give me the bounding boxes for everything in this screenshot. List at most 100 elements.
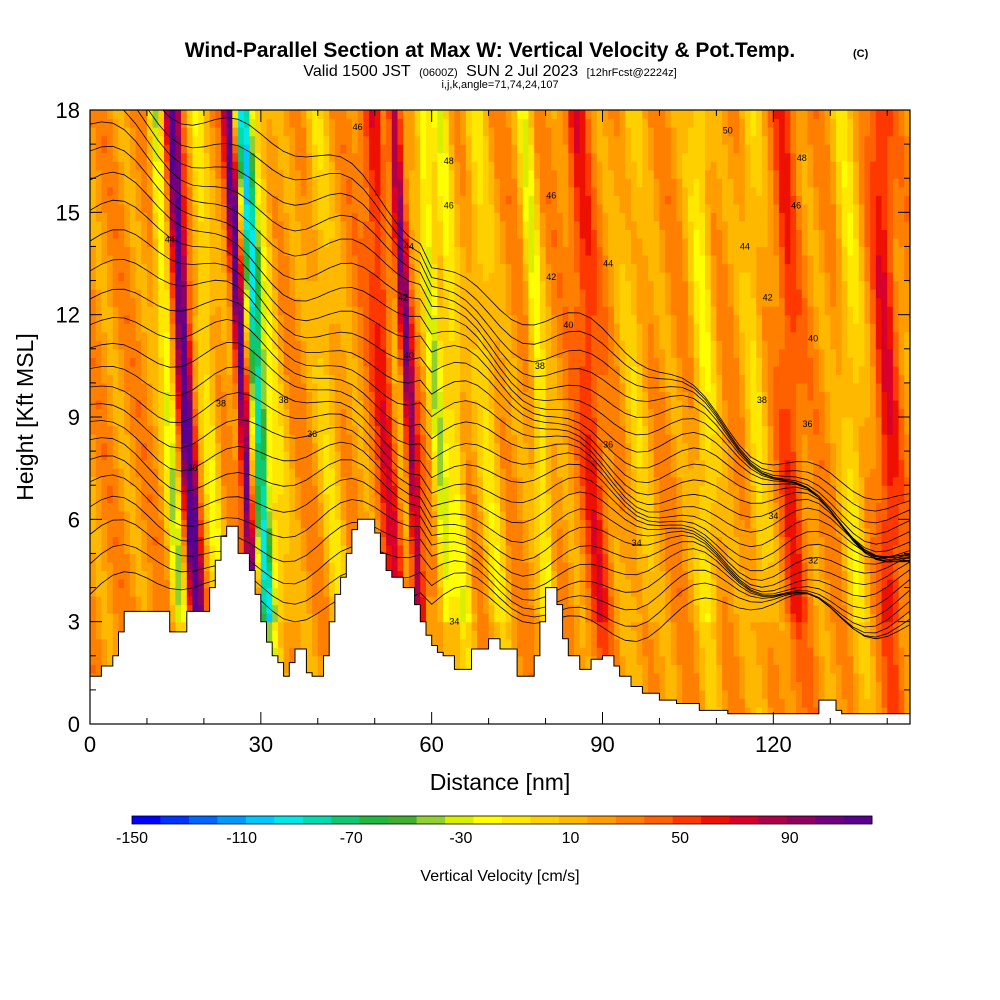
contour-label: 40 [563,320,573,330]
colorbar-swatch [445,816,474,824]
contour-label: 34 [632,538,642,548]
theta-contour-line [90,121,910,545]
colorbar [131,815,873,825]
colorbar-swatch [672,816,702,824]
contour-label: 42 [546,272,556,282]
contour-label: 46 [353,122,363,132]
colorbar-swatch [160,816,190,824]
colorbar-tick-label: 10 [562,830,580,847]
colorbar-tick-label: -110 [226,830,257,847]
contour-label: 46 [791,201,801,211]
colorbar-frame [131,815,873,825]
contour-label: 34 [449,617,459,627]
theta-contour-line [90,365,910,561]
x-tick-label: 30 [249,732,273,757]
colorbar-swatch [302,816,332,824]
colorbar-swatch [473,816,503,824]
theta-contour-line [122,110,910,535]
colorbar-tick-label: 50 [671,830,689,847]
plot-area [90,110,910,724]
colorbar-swatch [815,816,844,824]
contour-label: 48 [797,153,807,163]
y-tick-label: 6 [68,507,80,532]
colorbar-label: Vertical Velocity [cm/s] [420,868,579,885]
colorbar-swatch [388,816,418,824]
y-tick-label: 18 [56,98,80,123]
y-tick-label: 0 [68,712,80,737]
contour-label: 38 [279,395,289,405]
x-axis: 0 30 60 90 120 [84,110,888,757]
colorbar-swatch [558,816,588,824]
theta-contour-line [90,229,910,563]
colorbar-swatch [701,816,731,824]
contour-label: 36 [603,439,613,449]
contour-label: 42 [398,293,408,303]
x-tick-label: 90 [590,732,614,757]
theta-contour-line [136,110,910,524]
subtitle-utc: (0600Z) [419,67,458,79]
colorbar-swatch [359,816,389,824]
y-tick-label: 3 [68,610,80,635]
colorbar-swatch [217,816,247,824]
contour-label: 38 [216,398,226,408]
subtitle-fcst: [12hrFcst@2224z] [587,67,677,79]
colorbar-swatch [615,816,645,824]
contour-label: 36 [802,419,812,429]
theta-contour-line [90,474,910,620]
theta-contour-line [90,259,910,563]
colorbar-swatch [786,816,816,824]
contour-label: 38 [535,361,545,371]
theta-contour-line [90,437,910,598]
contour-label: 32 [808,555,818,565]
contour-label: 34 [768,511,778,521]
colorbar-swatch [245,816,275,824]
y-axis-label: Height [Kft MSL] [12,333,38,500]
chart-subtitle-2: i,j,k,angle=71,74,24,107 [441,79,558,91]
colorbar-swatch [729,816,759,824]
colorbar-tick-label: 90 [781,830,799,847]
contour-label: 36 [187,463,197,473]
theta-contour-line [90,199,910,562]
contour-label: 44 [165,235,175,245]
theta-contour-line [90,317,910,559]
colorbar-ticks: -150 -110 -70 -30 10 50 90 [116,830,799,847]
y-tick-label: 15 [56,200,80,225]
colorbar-swatch [644,816,674,824]
theta-contour-line [90,171,910,558]
chart-title-suffix: (C) [853,48,869,60]
contour-label: 40 [808,334,818,344]
theta-contour-line [90,288,910,561]
colorbar-swatch [502,816,531,824]
theta-contour-line [90,385,910,572]
contour-label: 42 [763,293,773,303]
y-tick-label: 9 [68,405,80,430]
subtitle-valid: Valid 1500 JST [303,63,411,80]
theta-contour-line [90,145,910,553]
contour-label: 38 [757,395,767,405]
contour-label: 44 [603,259,613,269]
colorbar-swatch [188,816,218,824]
colorbar-swatch [843,816,873,824]
chart-subtitle: Valid 1500 JST (0600Z) SUN 2 Jul 2023 [1… [303,63,676,80]
contour-labels: 46 50 48 48 46 46 46 44 44 44 44 42 42 42 40 40 40 38 38 38… [165,122,818,627]
colorbar-swatch [416,816,446,824]
x-axis-label: Distance [nm] [430,769,571,795]
contour-label: 44 [740,241,750,251]
colorbar-tick-label: -30 [449,830,472,847]
colorbar-swatch [587,816,617,824]
colorbar-swatch [758,816,788,824]
contour-label: 36 [307,429,317,439]
contour-label: 50 [723,125,733,135]
colorbar-swatch [274,816,304,824]
colorbar-tick-label: -70 [340,830,363,847]
contour-label: 40 [404,351,414,361]
y-tick-label: 12 [56,303,80,328]
theta-contour-line [90,420,910,588]
x-tick-label: 0 [84,732,96,757]
x-tick-label: 120 [755,732,792,757]
colorbar-swatch [331,816,361,824]
colorbar-swatch [132,816,161,824]
theta-contour-line [147,110,910,512]
